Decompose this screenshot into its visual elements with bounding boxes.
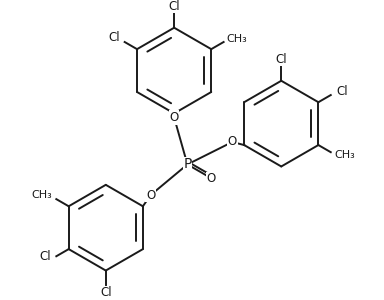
Text: CH₃: CH₃ xyxy=(31,190,52,200)
Text: Cl: Cl xyxy=(100,286,112,299)
Text: Cl: Cl xyxy=(336,85,348,98)
Text: P: P xyxy=(183,158,192,171)
Text: Cl: Cl xyxy=(168,0,180,13)
Text: Cl: Cl xyxy=(275,53,287,66)
Text: O: O xyxy=(169,111,179,124)
Text: O: O xyxy=(228,136,237,148)
Text: Cl: Cl xyxy=(39,250,51,263)
Text: CH₃: CH₃ xyxy=(335,150,356,160)
Text: CH₃: CH₃ xyxy=(227,34,247,44)
Text: O: O xyxy=(146,188,155,202)
Text: Cl: Cl xyxy=(109,32,120,44)
Text: O: O xyxy=(206,172,215,185)
